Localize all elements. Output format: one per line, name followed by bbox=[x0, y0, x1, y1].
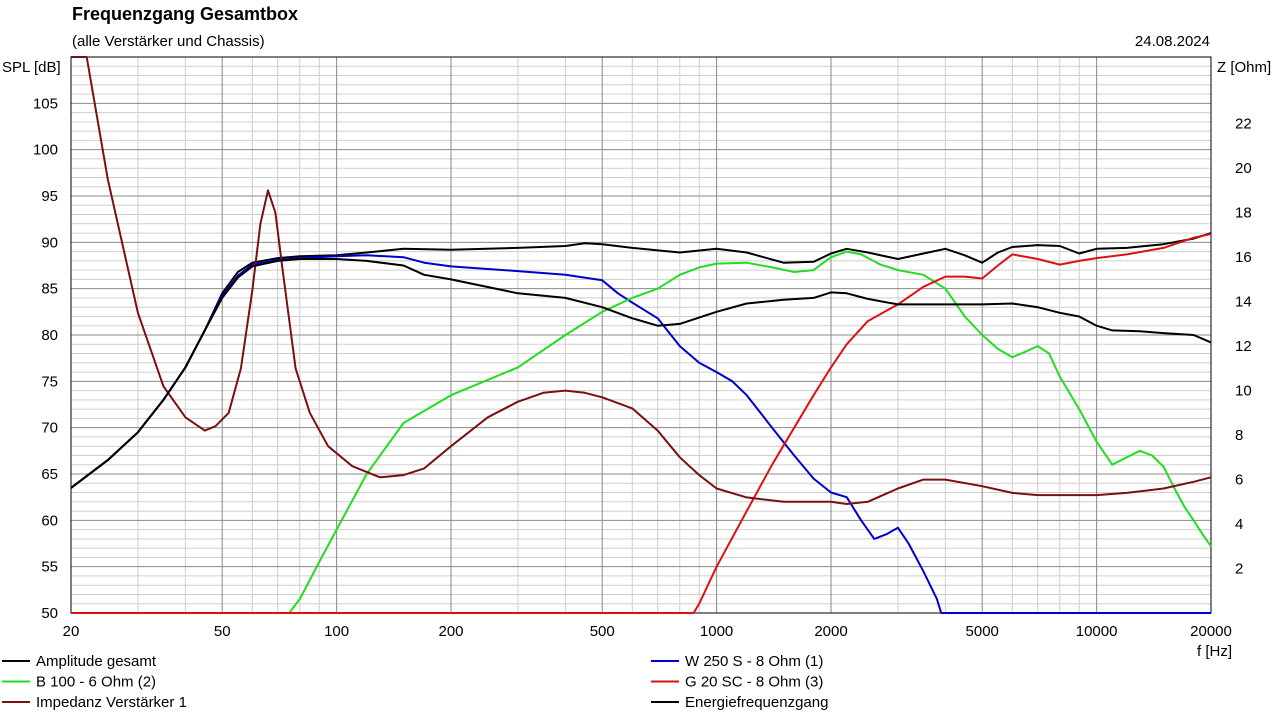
x-tick-label: 200 bbox=[438, 623, 463, 640]
y-left-tick-label: 80 bbox=[41, 327, 58, 344]
series-line-6 bbox=[70, 258, 1212, 489]
x-tick-label: 20000 bbox=[1190, 623, 1232, 640]
series-line-3 bbox=[71, 250, 1212, 614]
y-right-tick-label: 12 bbox=[1235, 338, 1252, 355]
y-right-tick-label: 4 bbox=[1235, 516, 1243, 533]
y-right-tick-label: 14 bbox=[1235, 294, 1252, 311]
series-lines bbox=[70, 56, 1212, 614]
y-left-tick-label: 55 bbox=[41, 559, 58, 576]
x-tick-label: 1000 bbox=[700, 623, 733, 640]
legend-label: W 250 S - 8 Ohm (1) bbox=[685, 653, 823, 670]
y-axis-right-label: Z [Ohm] bbox=[1217, 59, 1271, 76]
x-tick-label: 2000 bbox=[814, 623, 847, 640]
x-tick-label: 10000 bbox=[1076, 623, 1118, 640]
legend-label: B 100 - 6 Ohm (2) bbox=[36, 674, 156, 691]
x-tick-label: 500 bbox=[590, 623, 615, 640]
y-right-tick-label: 18 bbox=[1235, 205, 1252, 222]
chart-title: Frequenzgang Gesamtbox bbox=[72, 4, 298, 24]
legend: Amplitude gesamt B 100 - 6 Ohm (2) Impedan… bbox=[2, 653, 828, 711]
legend-label: Amplitude gesamt bbox=[36, 653, 157, 670]
series-line-1 bbox=[70, 232, 1212, 489]
y-left-tick-label: 70 bbox=[41, 420, 58, 437]
chart-date: 24.08.2024 bbox=[1135, 33, 1210, 50]
x-tick-label: 50 bbox=[214, 623, 231, 640]
series-line-5 bbox=[71, 56, 1212, 505]
y-right-tick-label: 10 bbox=[1235, 383, 1252, 400]
legend-label: Impedanz Verstärker 1 bbox=[36, 694, 187, 711]
axis-ticks: 20 50 100 200 500 1000 2000 5000 10000 20000 50 55 6… bbox=[33, 95, 1252, 640]
y-right-tick-label: 2 bbox=[1235, 561, 1243, 578]
y-left-tick-label: 65 bbox=[41, 466, 58, 483]
series-line-4 bbox=[71, 233, 1212, 614]
y-right-tick-label: 22 bbox=[1235, 116, 1252, 133]
series-line-2 bbox=[70, 254, 1211, 614]
y-right-tick-label: 8 bbox=[1235, 427, 1243, 444]
y-left-tick-label: 85 bbox=[41, 281, 58, 298]
y-left-tick-label: 95 bbox=[41, 188, 58, 205]
y-right-tick-label: 16 bbox=[1235, 249, 1252, 266]
x-axis-label: f [Hz] bbox=[1197, 643, 1232, 660]
x-tick-label: 20 bbox=[63, 623, 80, 640]
y-left-tick-label: 50 bbox=[41, 605, 58, 622]
y-left-tick-label: 90 bbox=[41, 234, 58, 251]
chart-subtitle: (alle Verstärker und Chassis) bbox=[72, 33, 265, 50]
x-tick-label: 5000 bbox=[966, 623, 999, 640]
legend-label: G 20 SC - 8 Ohm (3) bbox=[685, 674, 823, 691]
legend-label: Energiefrequenzgang bbox=[685, 694, 828, 711]
y-right-tick-label: 20 bbox=[1235, 160, 1252, 177]
x-tick-label: 100 bbox=[324, 623, 349, 640]
y-left-tick-label: 60 bbox=[41, 512, 58, 529]
y-axis-left-label: SPL [dB] bbox=[2, 59, 61, 76]
y-left-tick-label: 75 bbox=[41, 373, 58, 390]
y-right-tick-label: 6 bbox=[1235, 472, 1243, 489]
y-left-tick-label: 100 bbox=[33, 142, 58, 159]
y-left-tick-label: 105 bbox=[33, 95, 58, 112]
